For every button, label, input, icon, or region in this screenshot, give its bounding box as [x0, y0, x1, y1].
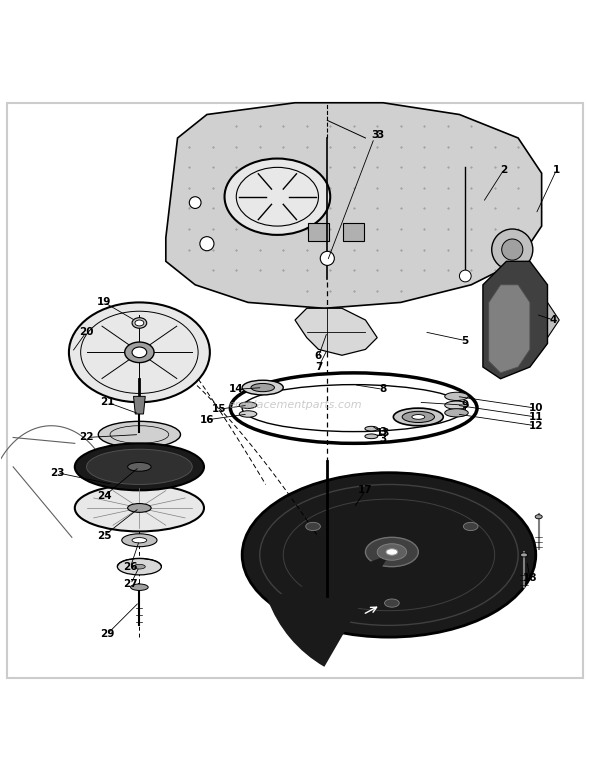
Text: 1: 1: [553, 166, 560, 175]
Text: ereplacementparts.com: ereplacementparts.com: [228, 400, 362, 410]
Ellipse shape: [225, 159, 330, 235]
Ellipse shape: [445, 401, 468, 409]
Text: 13: 13: [376, 428, 391, 438]
Text: 19: 19: [97, 298, 112, 308]
Text: 27: 27: [123, 580, 138, 590]
Polygon shape: [483, 262, 548, 379]
Ellipse shape: [87, 449, 192, 484]
Text: 20: 20: [79, 326, 94, 337]
Ellipse shape: [306, 522, 320, 530]
Text: 3: 3: [376, 130, 384, 140]
Circle shape: [460, 270, 471, 282]
Circle shape: [200, 237, 214, 251]
Text: 15: 15: [211, 405, 226, 414]
Ellipse shape: [365, 426, 378, 431]
Text: 10: 10: [529, 403, 543, 413]
Ellipse shape: [535, 515, 542, 519]
Ellipse shape: [445, 392, 468, 401]
Ellipse shape: [242, 473, 536, 637]
Ellipse shape: [117, 558, 162, 575]
Text: 2: 2: [500, 166, 507, 175]
Text: 4: 4: [550, 315, 557, 325]
Text: 9: 9: [462, 400, 469, 410]
Ellipse shape: [135, 320, 144, 326]
Circle shape: [320, 251, 335, 266]
Text: 22: 22: [79, 433, 94, 443]
Text: 14: 14: [229, 384, 244, 394]
Ellipse shape: [445, 408, 468, 417]
Wedge shape: [267, 555, 389, 667]
Polygon shape: [133, 397, 145, 414]
Bar: [308, 223, 329, 241]
Ellipse shape: [132, 537, 147, 543]
Ellipse shape: [99, 421, 181, 448]
Ellipse shape: [242, 380, 283, 395]
Text: 24: 24: [97, 491, 112, 501]
Text: 25: 25: [97, 530, 112, 540]
Ellipse shape: [377, 544, 407, 560]
Circle shape: [491, 229, 533, 270]
Circle shape: [502, 239, 523, 260]
Ellipse shape: [133, 565, 145, 569]
Text: Ryobi: Ryobi: [129, 464, 150, 470]
Text: 17: 17: [358, 485, 373, 495]
Text: 16: 16: [199, 415, 214, 425]
Ellipse shape: [130, 584, 148, 590]
Ellipse shape: [520, 553, 527, 557]
Ellipse shape: [75, 444, 204, 490]
Text: 3: 3: [379, 433, 386, 444]
Text: 26: 26: [123, 562, 138, 572]
Text: 23: 23: [50, 468, 64, 478]
Text: 21: 21: [100, 398, 114, 407]
Bar: [343, 223, 364, 241]
Ellipse shape: [386, 549, 398, 555]
Text: 3: 3: [371, 130, 379, 140]
Ellipse shape: [385, 599, 399, 607]
Polygon shape: [489, 285, 530, 373]
Text: 12: 12: [529, 421, 543, 431]
Ellipse shape: [365, 434, 378, 439]
FancyBboxPatch shape: [7, 103, 583, 678]
Ellipse shape: [365, 537, 418, 567]
Text: 5: 5: [461, 336, 469, 345]
Ellipse shape: [412, 415, 425, 419]
Text: 8: 8: [379, 384, 386, 394]
Ellipse shape: [132, 318, 147, 328]
Text: 3: 3: [379, 426, 386, 437]
Text: 18: 18: [523, 573, 537, 583]
Circle shape: [189, 197, 201, 209]
Ellipse shape: [124, 342, 154, 362]
Ellipse shape: [394, 408, 443, 426]
Ellipse shape: [69, 302, 210, 402]
Text: 7: 7: [315, 362, 322, 372]
Polygon shape: [295, 308, 377, 355]
Ellipse shape: [239, 411, 257, 417]
Ellipse shape: [127, 504, 151, 512]
Ellipse shape: [239, 402, 257, 408]
Polygon shape: [166, 103, 542, 308]
Text: 6: 6: [315, 351, 322, 362]
Ellipse shape: [127, 462, 151, 471]
Ellipse shape: [402, 412, 434, 423]
Ellipse shape: [75, 484, 204, 531]
Ellipse shape: [132, 347, 147, 358]
Text: 29: 29: [100, 629, 114, 639]
Polygon shape: [518, 302, 559, 337]
Text: 11: 11: [529, 412, 543, 422]
Ellipse shape: [122, 533, 157, 547]
Ellipse shape: [251, 383, 274, 392]
Ellipse shape: [463, 522, 478, 530]
